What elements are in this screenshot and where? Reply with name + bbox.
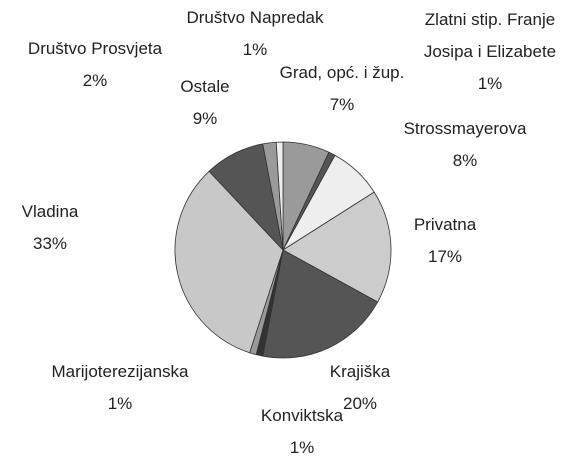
slice-percent: 1% [107,394,133,413]
slice-percent: 7% [329,95,355,114]
slice-label: Krajiška 20% [330,356,390,420]
slice-name: Zlatni stip. Franje Josipa i Elizabete [423,10,557,61]
slice-name: Grad, opć. i žup. [279,63,405,82]
pie-slice [262,249,379,359]
slice-name: Društvo Napredak [186,8,324,27]
slice-name: Vladina [21,202,79,221]
slice-name: Ostale [180,77,230,96]
slice-label: Konviktska 1% [261,400,343,456]
slice-name: Privatna [413,215,477,234]
slice-percent: 1% [289,438,315,456]
slice-percent: 2% [82,71,108,90]
slice-name: Strossmayerova [403,119,527,138]
pie-slice [174,170,284,354]
slice-label: Privatna 17% [414,209,476,273]
pie-slice [282,191,392,303]
slice-name: Društvo Prosvjeta [27,39,163,58]
slice-percent: 33% [32,234,68,253]
pie-slice [275,141,284,251]
slice-percent: 9% [192,109,218,128]
slice-label: Zlatni stip. Franje Josipa i Elizabete 1% [403,4,573,100]
slice-label: Marijoterezijanska 1% [52,356,189,420]
slice-label: Grad, opć. i žup. 7% [280,57,405,121]
slice-percent: 20% [342,394,378,413]
slice-label: Društvo Napredak 1% [186,2,323,66]
slice-percent: 17% [427,247,463,266]
slice-name: Krajiška [329,362,391,381]
slice-label: Društvo Prosvjeta 2% [28,33,162,97]
slice-name: Marijoterezijanska [51,362,189,381]
slice-label: Vladina 33% [22,196,79,260]
slice-name: Konviktska [260,406,344,425]
slice-label: Ostale 9% [180,71,229,135]
slice-percent: 8% [452,151,478,170]
slice-percent: 1% [477,74,503,93]
slice-label: Strossmayerova 8% [404,113,527,177]
slice-percent: 1% [242,40,268,59]
